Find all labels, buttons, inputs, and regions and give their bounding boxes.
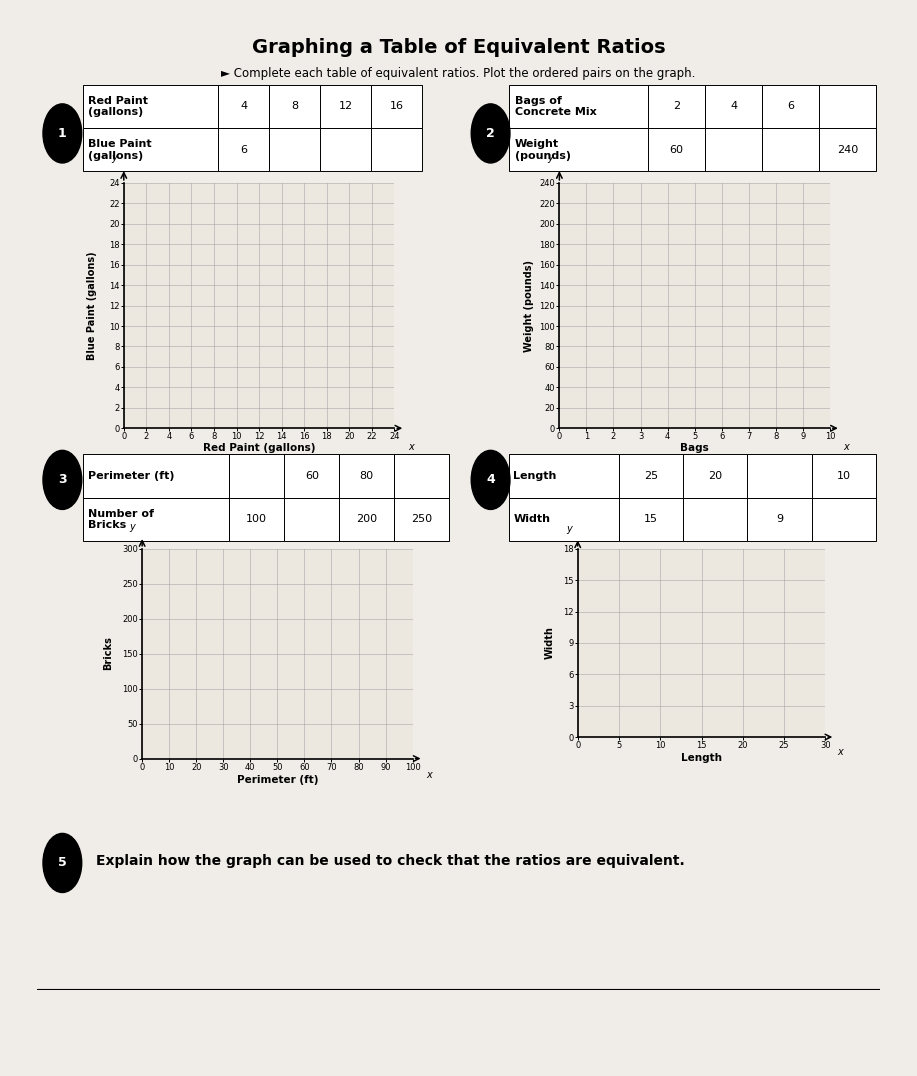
Text: 1: 1	[58, 127, 67, 140]
Text: x: x	[844, 442, 849, 452]
Text: y: y	[566, 524, 571, 534]
Circle shape	[471, 104, 510, 162]
Text: y: y	[547, 153, 553, 164]
Text: Blue Paint (gallons): Blue Paint (gallons)	[87, 252, 96, 359]
Text: Explain how the graph can be used to check that the ratios are equivalent.: Explain how the graph can be used to che…	[96, 853, 685, 868]
Text: 2: 2	[486, 127, 495, 140]
Text: 5: 5	[58, 856, 67, 869]
Text: x: x	[408, 442, 414, 452]
Circle shape	[43, 834, 82, 892]
Text: Graphing a Table of Equivalent Ratios: Graphing a Table of Equivalent Ratios	[251, 38, 666, 57]
Circle shape	[43, 451, 82, 509]
Text: Width: Width	[546, 626, 555, 659]
Text: 4: 4	[486, 473, 495, 486]
Text: x: x	[838, 748, 844, 758]
Circle shape	[43, 104, 82, 162]
Text: Perimeter (ft): Perimeter (ft)	[238, 775, 318, 784]
Text: Bags: Bags	[679, 443, 709, 453]
Text: Red Paint (gallons): Red Paint (gallons)	[204, 443, 315, 453]
Text: Bricks: Bricks	[104, 636, 113, 670]
Text: 3: 3	[58, 473, 67, 486]
Text: y: y	[129, 522, 136, 532]
Text: x: x	[426, 770, 432, 780]
Text: Weight (pounds): Weight (pounds)	[525, 259, 534, 352]
Text: y: y	[111, 153, 117, 164]
Text: Length: Length	[681, 753, 722, 763]
Text: ► Complete each table of equivalent ratios. Plot the ordered pairs on the graph.: ► Complete each table of equivalent rati…	[221, 67, 696, 80]
Circle shape	[471, 451, 510, 509]
